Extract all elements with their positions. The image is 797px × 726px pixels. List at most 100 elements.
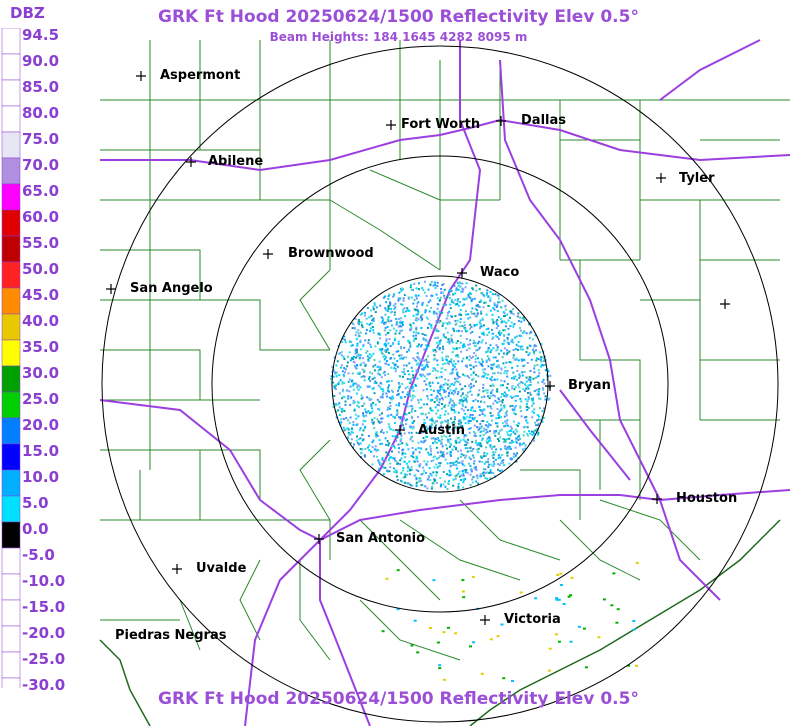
echo-pixel (478, 306, 481, 308)
echo-pixel (529, 345, 532, 347)
echo-pixel (466, 472, 469, 475)
echo-pixel (476, 304, 479, 306)
echo-pixel (487, 295, 490, 298)
echo-pixel (491, 337, 494, 340)
echo-pixel (489, 430, 491, 433)
echo-pixel (467, 409, 469, 412)
echo-pixel (395, 413, 398, 416)
echo-pixel (462, 454, 465, 457)
echo-pixel (416, 308, 419, 311)
echo-pixel (368, 353, 371, 356)
echo-pixel (542, 417, 545, 419)
echo-pixel (435, 412, 438, 415)
echo-pixel (432, 367, 435, 370)
echo-pixel (362, 357, 364, 360)
echo-pixel (402, 375, 404, 378)
echo-pixel (392, 304, 395, 307)
echo-pixel (469, 339, 472, 342)
echo-pixel (473, 418, 476, 421)
echo-pixel (376, 448, 379, 451)
echo-pixel (492, 347, 495, 350)
echo-pixel (432, 456, 435, 459)
echo-pixel (470, 373, 473, 376)
echo-pixel (372, 387, 375, 390)
echo-pixel (482, 468, 485, 471)
echo-pixel (430, 460, 433, 463)
echo-pixel (451, 428, 454, 431)
echo-pixel (500, 416, 502, 419)
echo-pixel (393, 467, 395, 470)
echo-pixel (512, 430, 515, 433)
echo-pixel (468, 384, 470, 387)
echo-pixel (455, 380, 458, 383)
echo-pixel (502, 459, 505, 462)
echo-pixel (548, 647, 552, 650)
echo-pixel (510, 361, 513, 364)
echo-pixel (436, 395, 439, 398)
echo-pixel (485, 461, 488, 463)
echo-pixel (388, 293, 391, 296)
echo-pixel (403, 432, 406, 435)
legend-label: 15.0 (22, 442, 60, 460)
echo-pixel (355, 367, 358, 370)
echo-pixel (400, 346, 402, 348)
echo-pixel (477, 357, 479, 360)
echo-pixel (513, 377, 516, 380)
echo-pixel (384, 374, 387, 377)
echo-pixel (449, 389, 452, 392)
echo-pixel (450, 408, 453, 411)
echo-pixel (480, 456, 483, 459)
echo-pixel (447, 355, 450, 358)
echo-pixel (401, 442, 404, 445)
echo-pixel (361, 423, 364, 426)
echo-pixel (350, 442, 352, 444)
echo-pixel (410, 415, 413, 418)
echo-pixel (415, 455, 418, 458)
echo-pixel (417, 401, 420, 404)
echo-pixel (338, 392, 341, 395)
echo-pixel (448, 289, 451, 292)
echo-pixel (399, 442, 402, 445)
echo-pixel (346, 427, 349, 430)
echo-pixel (402, 297, 405, 300)
echo-pixel (460, 407, 463, 410)
echo-pixel (385, 443, 388, 446)
echo-pixel (423, 334, 426, 336)
echo-pixel (366, 355, 369, 358)
legend-swatch (1, 677, 21, 688)
echo-pixel (429, 283, 432, 286)
echo-pixel (395, 471, 398, 474)
echo-pixel (361, 325, 364, 328)
echo-pixel (367, 410, 370, 413)
echo-pixel (435, 320, 438, 323)
echo-pixel (559, 572, 563, 575)
echo-pixel (428, 453, 431, 456)
echo-pixel (480, 672, 484, 675)
echo-pixel (505, 422, 508, 425)
echo-pixel (413, 308, 416, 311)
echo-pixel (401, 288, 403, 291)
echo-pixel (415, 331, 418, 334)
echo-pixel (473, 297, 476, 300)
echo-pixel (417, 441, 420, 444)
echo-pixel (377, 372, 380, 375)
radar-title: GRK Ft Hood 20250624/1500 Reflectivity E… (158, 7, 639, 27)
echo-pixel (514, 413, 517, 416)
echo-pixel (539, 358, 542, 361)
echo-pixel (507, 342, 510, 345)
echo-pixel (366, 307, 369, 309)
echo-pixel (492, 363, 495, 365)
echo-pixel (525, 387, 528, 390)
echo-pixel (375, 449, 378, 452)
echo-pixel (395, 460, 398, 463)
echo-pixel (430, 294, 433, 297)
echo-pixel (418, 357, 421, 360)
echo-pixel (395, 318, 398, 321)
echo-pixel (474, 442, 477, 444)
echo-pixel (438, 342, 441, 345)
echo-pixel (556, 573, 560, 576)
echo-pixel (495, 430, 498, 433)
echo-pixel (448, 474, 451, 477)
echo-pixel (423, 366, 426, 369)
echo-pixel (416, 345, 419, 348)
